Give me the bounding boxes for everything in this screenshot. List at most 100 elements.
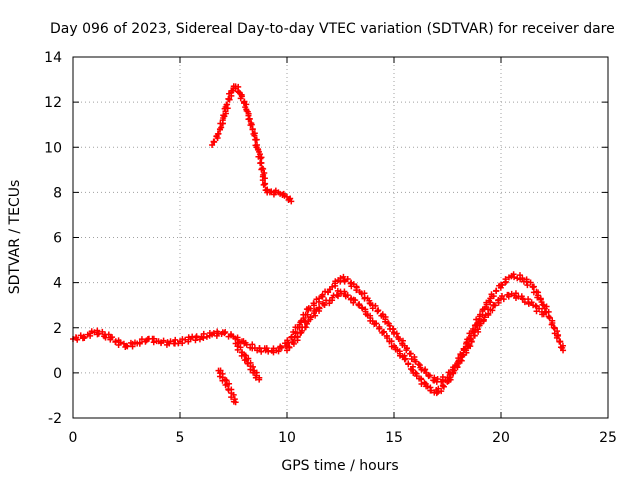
data-marker (498, 293, 505, 300)
data-marker (424, 383, 431, 390)
data-marker (243, 341, 250, 348)
data-marker (258, 154, 265, 161)
data-marker (524, 282, 531, 289)
data-marker (521, 299, 528, 306)
data-marker (426, 372, 433, 379)
data-marker (261, 170, 268, 177)
series-dip-segment-a (215, 367, 239, 406)
data-marker (81, 335, 88, 342)
data-marker (333, 292, 340, 299)
data-marker (527, 279, 534, 286)
data-marker (95, 330, 102, 337)
data-marker (109, 334, 116, 341)
data-marker (245, 355, 252, 362)
data-marker (362, 308, 369, 315)
data-marker (329, 283, 336, 290)
x-tick-label: 0 (69, 430, 78, 446)
x-tick-label: 20 (492, 430, 510, 446)
data-marker (210, 138, 217, 145)
data-marker (278, 344, 285, 351)
data-marker (353, 284, 360, 291)
data-marker (460, 351, 467, 358)
data-marker (117, 339, 124, 346)
data-point (288, 198, 295, 205)
y-tick-label: 6 (53, 231, 62, 247)
y-tick-label: 2 (53, 321, 62, 337)
data-marker (340, 273, 347, 280)
grid (73, 57, 608, 418)
data-marker (258, 348, 265, 355)
data-marker (428, 387, 435, 394)
data-marker (407, 350, 414, 357)
data-marker (500, 296, 507, 303)
data-marker (290, 339, 297, 346)
data-point (560, 347, 567, 354)
series-main-band (70, 271, 567, 385)
data-marker (554, 332, 561, 339)
data-marker (319, 293, 326, 300)
data-marker (138, 336, 145, 343)
data-marker (237, 344, 244, 351)
data-marker (261, 175, 268, 182)
data-marker (447, 374, 454, 381)
data-marker (402, 355, 409, 362)
data-marker (396, 336, 403, 343)
chart-title: Day 096 of 2023, Sidereal Day-to-day VTE… (50, 21, 615, 37)
data-marker (489, 307, 496, 314)
data-marker (467, 343, 474, 350)
data-marker (160, 337, 167, 344)
x-axis-label: GPS time / hours (281, 458, 398, 474)
data-marker (492, 302, 499, 309)
data-marker (417, 375, 424, 382)
data-marker (374, 308, 381, 315)
data-marker (222, 110, 229, 117)
data-marker (222, 329, 229, 336)
data-marker (242, 104, 249, 111)
data-marker (356, 301, 363, 308)
data-marker (372, 302, 379, 309)
y-tick-label: -2 (48, 411, 62, 427)
data-marker (265, 348, 272, 355)
data-marker (203, 333, 210, 340)
series-dip-segment-b (232, 340, 263, 383)
data-marker (225, 95, 232, 102)
data-marker (416, 362, 423, 369)
data-marker (471, 332, 478, 339)
data-marker (344, 275, 351, 282)
data-marker (316, 305, 323, 312)
data-point (540, 311, 547, 318)
data-marker (172, 336, 179, 343)
series-isolated-arc (209, 83, 295, 205)
data-point (337, 275, 344, 282)
data-marker (286, 344, 293, 351)
data-marker (535, 292, 542, 299)
data-marker (393, 330, 400, 337)
data-marker (136, 340, 143, 347)
data-marker (256, 344, 263, 351)
data-marker (511, 274, 518, 281)
data-marker (434, 375, 441, 382)
data-marker (383, 333, 390, 340)
data-marker (366, 297, 373, 304)
axes: 0 5 10 15 20 25 -2 0 2 4 6 8 10 12 14 (44, 50, 617, 446)
data-marker (223, 101, 230, 108)
y-tick-label: 0 (53, 366, 62, 382)
data-marker (298, 329, 305, 336)
data-marker (385, 320, 392, 327)
data-point (209, 141, 216, 148)
data-marker (382, 316, 389, 323)
y-tick-label: 12 (44, 95, 62, 111)
data-marker (102, 334, 109, 341)
data-marker (307, 305, 314, 312)
data-marker (359, 305, 366, 312)
data-marker (234, 334, 241, 341)
data-marker (294, 334, 301, 341)
data-marker (480, 316, 487, 323)
data-point (519, 275, 526, 282)
data-marker (439, 382, 446, 389)
data-marker (246, 115, 253, 122)
data-marker (214, 131, 221, 138)
data-marker (409, 366, 416, 373)
y-tick-label: 8 (53, 185, 62, 201)
